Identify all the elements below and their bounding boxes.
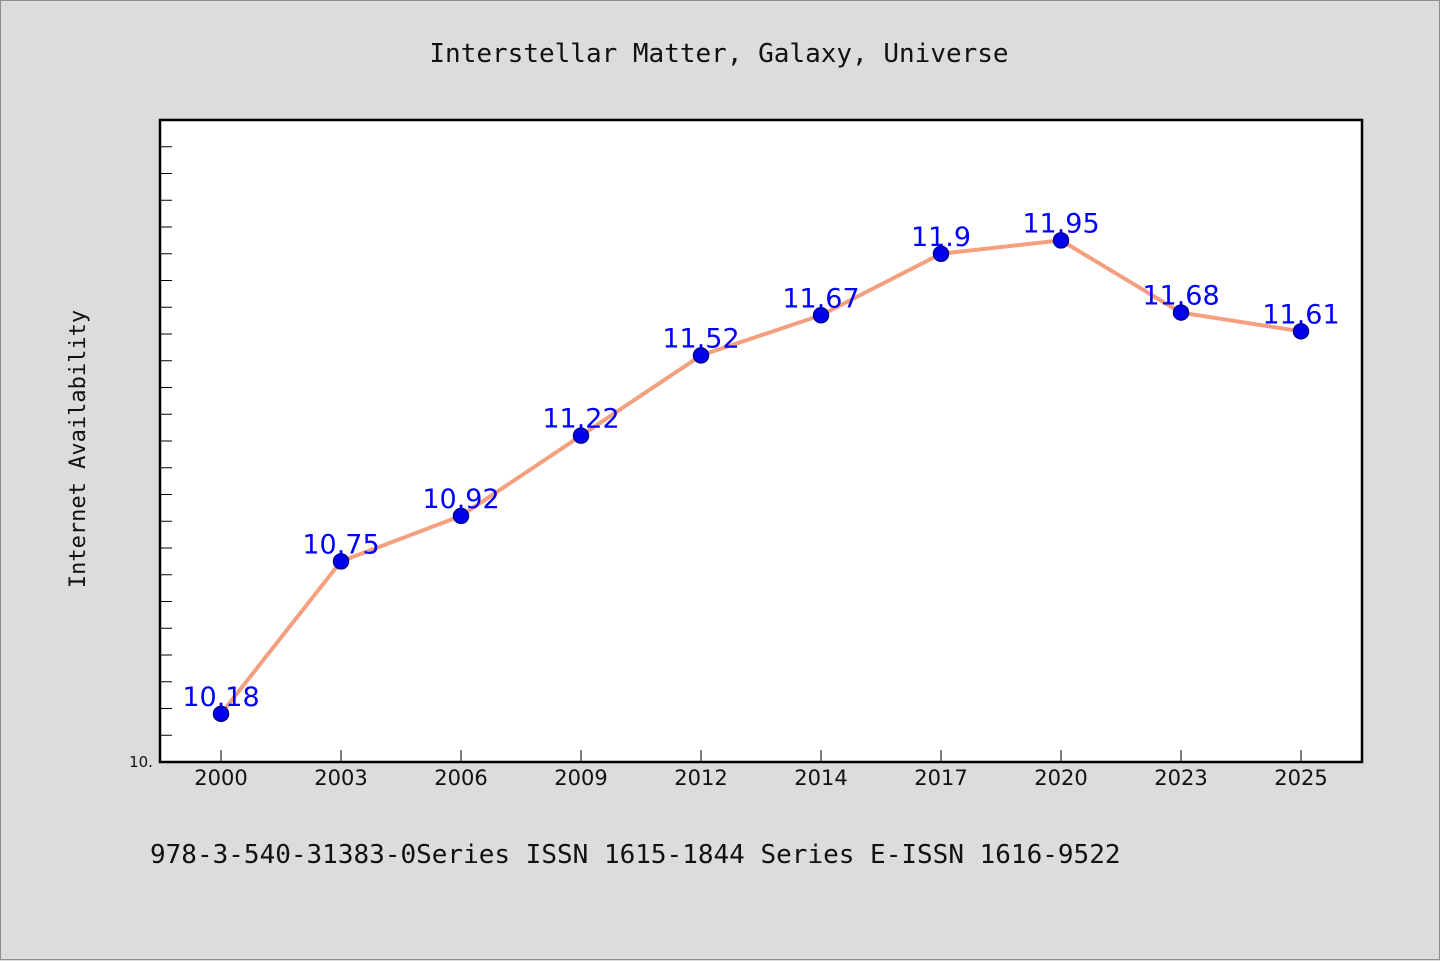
data-point bbox=[932, 245, 950, 262]
data-point bbox=[212, 705, 230, 723]
data-label: 11.67 bbox=[782, 283, 859, 314]
data-label: 10.75 bbox=[302, 529, 379, 560]
chart-title: Interstellar Matter, Galaxy, Universe bbox=[429, 39, 1008, 69]
x-axis-ticks bbox=[220, 750, 1302, 762]
y-axis-ticks bbox=[160, 146, 172, 763]
data-point bbox=[812, 307, 830, 324]
x-tick-label: 2003 bbox=[314, 766, 367, 790]
x-tick-label: 2017 bbox=[914, 766, 967, 790]
data-point bbox=[332, 553, 350, 570]
data-label: 11.9 bbox=[911, 222, 971, 253]
data-labels: 10.18 10.75 10.92 11.22 11.52 11.67 11.9 11.95 1… bbox=[182, 208, 1339, 712]
y-axis-min-label: 10. bbox=[129, 753, 153, 771]
data-label: 11.52 bbox=[662, 323, 739, 354]
x-tick-label: 2012 bbox=[674, 766, 727, 790]
data-label: 11.95 bbox=[1022, 208, 1099, 239]
data-label: 10.18 bbox=[182, 682, 259, 713]
data-label: 11.61 bbox=[1262, 299, 1339, 330]
data-point bbox=[572, 427, 590, 444]
x-tick-label: 2020 bbox=[1034, 766, 1087, 790]
plot-area bbox=[158, 118, 1364, 764]
data-point bbox=[452, 507, 470, 525]
x-tick-label: 2000 bbox=[194, 766, 247, 790]
x-tick-label: 2025 bbox=[1274, 766, 1327, 790]
data-point bbox=[1052, 232, 1070, 249]
data-point bbox=[692, 347, 710, 364]
x-tick-label: 2014 bbox=[794, 766, 847, 790]
data-point bbox=[1292, 323, 1310, 340]
x-tick-label: 2006 bbox=[434, 766, 487, 790]
footer-isbn-text: 978-3-540-31383-0Series ISSN 1615-1844 S… bbox=[150, 840, 1121, 870]
y-axis-label: Internet Availability bbox=[66, 310, 91, 588]
x-tick-label: 2009 bbox=[554, 766, 607, 790]
x-tick-label: 2023 bbox=[1154, 766, 1207, 790]
series-line bbox=[219, 238, 1302, 716]
data-label: 10.92 bbox=[422, 484, 499, 515]
data-point bbox=[1172, 304, 1190, 321]
data-label: 11.68 bbox=[1142, 281, 1219, 312]
data-markers bbox=[212, 232, 1310, 723]
x-axis-tick-labels: 2000 2003 2006 2009 2012 2014 2017 2020 2023 2025 bbox=[194, 766, 1327, 790]
data-label: 11.22 bbox=[542, 404, 619, 435]
